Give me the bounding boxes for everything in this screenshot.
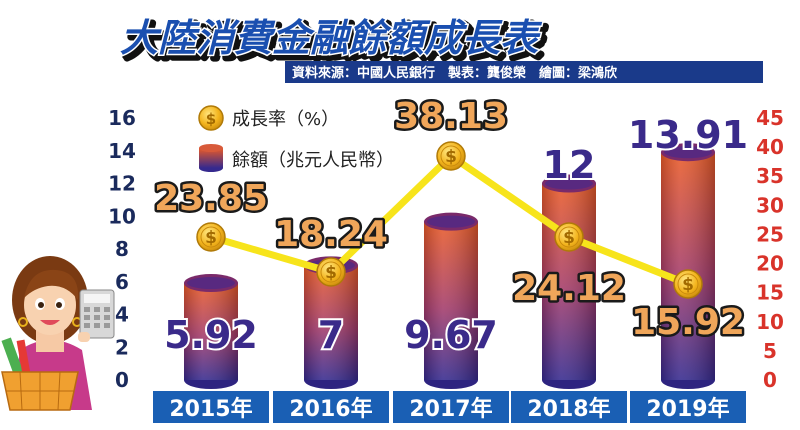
right-tick-label: 35 bbox=[756, 164, 784, 188]
bar-value-label: 9.67 bbox=[404, 313, 498, 357]
growth-value-label: 23.85 bbox=[154, 178, 268, 219]
shopping-basket-icon bbox=[1, 337, 79, 411]
svg-text:$: $ bbox=[682, 275, 694, 295]
coin-marker: $ bbox=[554, 222, 584, 252]
left-tick-label: 0 bbox=[115, 368, 129, 392]
svg-text:$: $ bbox=[206, 110, 216, 128]
bar-value-label: 5.92 bbox=[164, 313, 258, 357]
legend-bar-icon bbox=[199, 144, 223, 172]
right-tick-label: 30 bbox=[756, 193, 784, 217]
year-label: 2018年 bbox=[511, 391, 627, 423]
svg-text:2019年: 2019年 bbox=[646, 396, 729, 422]
bar-value-label: 12 bbox=[543, 143, 596, 187]
year-label: 2017年 bbox=[393, 391, 509, 423]
left-tick-label: 14 bbox=[108, 139, 136, 163]
left-tick-label: 4 bbox=[115, 303, 129, 327]
growth-value-label: 15.92 bbox=[631, 302, 745, 343]
title-group: 大陸消費金融餘額成長表 大陸消費金融餘額成長表 bbox=[119, 15, 551, 68]
legend-coin-icon: $ bbox=[198, 105, 224, 131]
year-label: 2016年 bbox=[273, 391, 389, 423]
year-label: 2019年 bbox=[630, 391, 746, 423]
bar bbox=[184, 274, 238, 389]
bar bbox=[304, 256, 358, 389]
coin-marker: $ bbox=[436, 141, 466, 171]
left-tick-label: 12 bbox=[108, 172, 136, 196]
bar-value-label: 7 bbox=[318, 313, 344, 357]
svg-text:$: $ bbox=[445, 147, 457, 167]
bar bbox=[424, 212, 478, 389]
right-tick-label: 40 bbox=[756, 135, 784, 159]
coin-marker: $ bbox=[673, 269, 703, 299]
right-tick-label: 10 bbox=[756, 310, 784, 334]
right-axis-ticks: 0 5 10 15 20 25 30 35 40 45 bbox=[756, 106, 784, 392]
calculator-icon bbox=[78, 289, 115, 342]
source-note: 資料來源：中國人民銀行 製表：龔俊榮 繪圖：梁鴻欣 bbox=[292, 65, 618, 81]
svg-text:2015年: 2015年 bbox=[169, 396, 252, 422]
year-label: 2015年 bbox=[153, 391, 269, 423]
source-band bbox=[285, 61, 763, 83]
left-tick-label: 2 bbox=[115, 335, 129, 359]
bar bbox=[542, 174, 596, 389]
right-tick-label: 0 bbox=[763, 368, 777, 392]
coin-marker: $ bbox=[196, 222, 226, 252]
chart-title-shadow: 大陸消費金融餘額成長表 bbox=[124, 20, 547, 64]
woman-illustration bbox=[1, 256, 115, 411]
growth-value-label: 18.24 bbox=[274, 214, 388, 255]
growth-markers: $ $ $ $ $ bbox=[196, 141, 703, 299]
bar-value-labels: 5.92 7 9.67 12 13.91 bbox=[162, 111, 750, 359]
right-tick-label: 45 bbox=[756, 106, 784, 130]
svg-text:2017年: 2017年 bbox=[409, 396, 492, 422]
left-axis-ticks: 0 2 4 6 8 10 12 14 16 bbox=[108, 106, 136, 392]
svg-text:2018年: 2018年 bbox=[527, 396, 610, 422]
right-tick-label: 20 bbox=[756, 252, 784, 276]
chart-title: 大陸消費金融餘額成長表 bbox=[120, 16, 543, 60]
coin-marker: $ bbox=[316, 257, 346, 287]
right-tick-label: 25 bbox=[756, 222, 784, 246]
svg-text:$: $ bbox=[205, 228, 217, 248]
left-tick-label: 6 bbox=[115, 270, 129, 294]
growth-value-label: 24.12 bbox=[512, 268, 626, 309]
legend-growth-label: 成長率（%） bbox=[232, 109, 339, 130]
legend: $ 成長率（%） 餘額（兆元人民幣） bbox=[198, 105, 394, 172]
svg-text:$: $ bbox=[325, 263, 337, 283]
right-tick-label: 5 bbox=[763, 339, 777, 363]
svg-text:2016年: 2016年 bbox=[289, 396, 372, 422]
bars bbox=[184, 143, 715, 389]
year-axis: 2015年 2016年 2017年 2018年 2019年 bbox=[153, 391, 746, 423]
left-tick-label: 10 bbox=[108, 204, 136, 228]
bar bbox=[661, 143, 715, 389]
left-tick-label: 16 bbox=[108, 106, 136, 130]
growth-value-label: 38.13 bbox=[394, 96, 508, 137]
bar-value-label: 13.91 bbox=[628, 113, 748, 157]
right-tick-label: 15 bbox=[756, 281, 784, 305]
left-tick-label: 8 bbox=[115, 237, 129, 261]
legend-balance-label: 餘額（兆元人民幣） bbox=[232, 150, 394, 171]
svg-text:$: $ bbox=[563, 228, 575, 248]
